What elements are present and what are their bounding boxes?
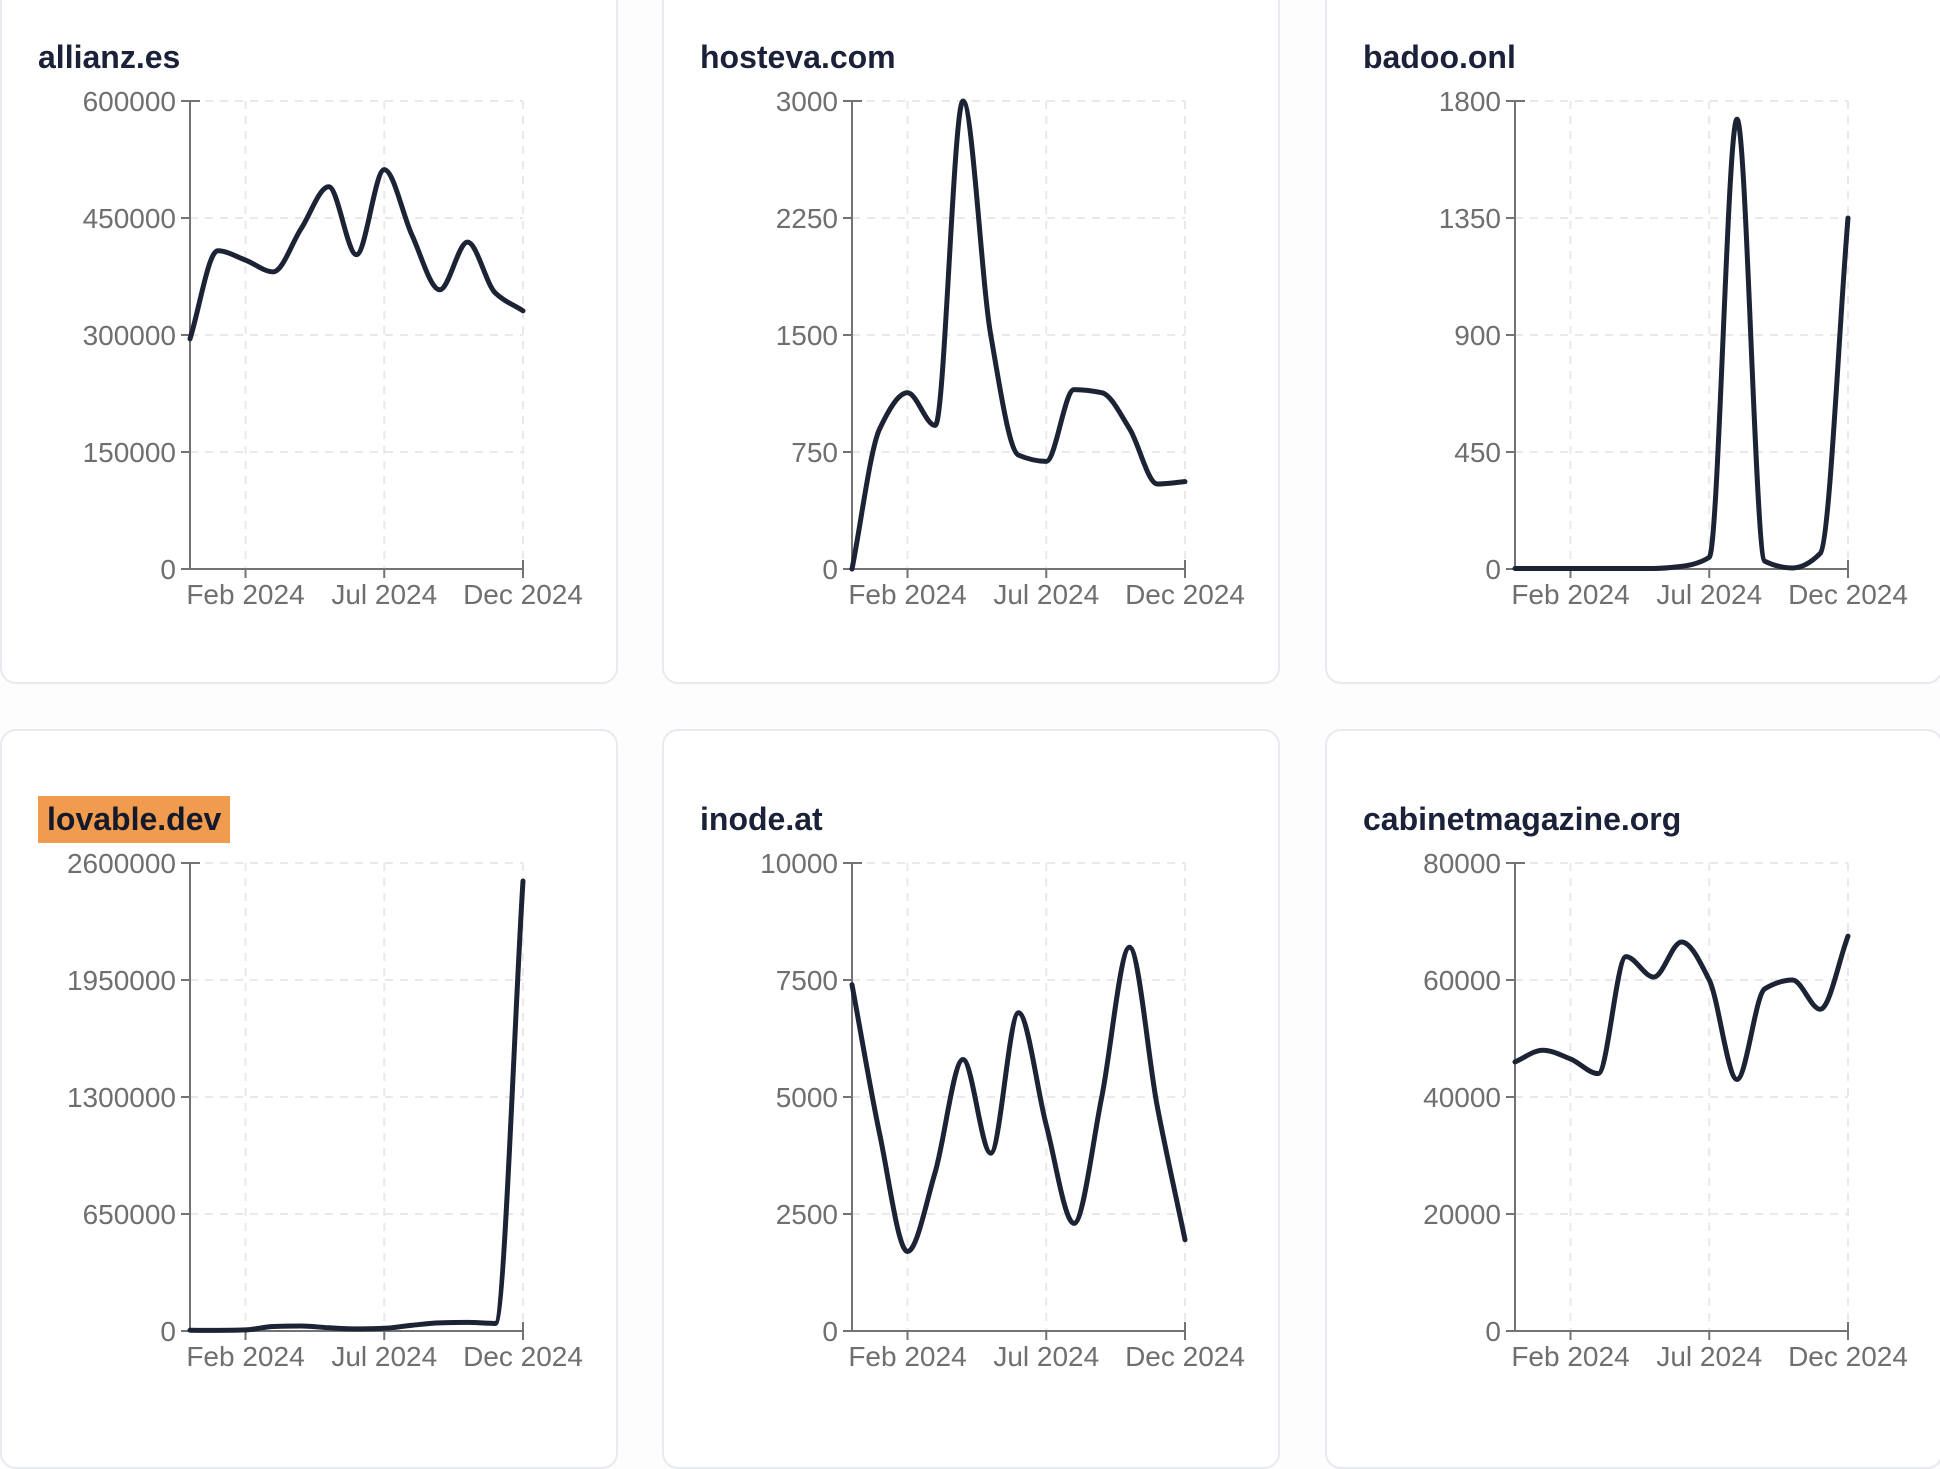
x-tick-label: Feb 2024 — [1511, 1341, 1629, 1372]
chart-card[interactable]: badoo.onl 0 450 900 1350 1800 Feb 2024 Jul 202… — [1325, 0, 1940, 684]
y-tick-label: 450 — [1454, 437, 1501, 468]
line-chart: 0 450 900 1350 1800 Feb 2024 Jul 2024 Dec 2024 — [1439, 86, 1908, 610]
chart-title-text: lovable.dev — [38, 795, 231, 843]
line-chart: 0 2500 5000 7500 10000 Feb 2024 Jul 2024 Dec 20… — [760, 848, 1245, 1372]
chart-title: allianz.es — [38, 38, 181, 75]
x-tick-label: Feb 2024 — [848, 579, 966, 610]
y-tick-label: 2600000 — [67, 848, 176, 879]
y-tick-label: 0 — [1485, 554, 1501, 585]
line-chart: 0 20000 40000 60000 80000 Feb 2024 Jul 2024 Dec… — [1423, 848, 1908, 1372]
y-tick-label: 450000 — [83, 203, 176, 234]
axis-lines — [1506, 862, 1849, 1340]
series-line — [849, 98, 1188, 572]
axis-lines — [1506, 100, 1849, 578]
chart-title-text: allianz.es — [38, 38, 181, 75]
x-tick-label: Dec 2024 — [1788, 579, 1908, 610]
chart-card[interactable]: allianz.es 0 150000 300000 450000 600000 Feb … — [0, 0, 618, 684]
y-tick-label: 600000 — [83, 86, 176, 117]
line-chart: 0 650000 1300000 1950000 2600000 Feb 2024 Jul … — [67, 848, 583, 1372]
series-line — [1512, 933, 1851, 1082]
y-tick-label: 750 — [791, 437, 838, 468]
y-tick-label: 60000 — [1423, 965, 1501, 996]
chart-title: lovable.dev — [38, 795, 231, 843]
x-tick-label: Jul 2024 — [993, 579, 1099, 610]
y-tick-label: 2500 — [776, 1199, 838, 1230]
y-tick-label: 300000 — [83, 320, 176, 351]
x-tick-label: Jul 2024 — [1656, 579, 1762, 610]
x-tick-label: Jul 2024 — [993, 1341, 1099, 1372]
y-tick-label: 150000 — [83, 437, 176, 468]
line-chart: 0 150000 300000 450000 600000 Feb 2024 Jul 202… — [83, 86, 583, 610]
x-tick-label: Feb 2024 — [848, 1341, 966, 1372]
y-tick-label: 650000 — [83, 1199, 176, 1230]
x-tick-label: Dec 2024 — [1788, 1341, 1908, 1372]
y-tick-label: 10000 — [760, 848, 838, 879]
y-tick-label: 80000 — [1423, 848, 1501, 879]
y-tick-label: 0 — [160, 554, 176, 585]
chart-title: hosteva.com — [700, 38, 896, 75]
line-chart: 0 750 1500 2250 3000 Feb 2024 Jul 2024 Dec 2024 — [776, 86, 1245, 610]
chart-card[interactable]: cabinetmagazine.org 0 20000 40000 60000 8000… — [1325, 729, 1940, 1469]
y-tick-label: 1300000 — [67, 1082, 176, 1113]
y-tick-label: 3000 — [776, 86, 838, 117]
chart-card[interactable]: hosteva.com 0 750 1500 2250 3000 Feb 2024 Jul … — [662, 0, 1280, 684]
chart-card[interactable]: lovable.dev 0 650000 1300000 1950000 2600000… — [0, 729, 618, 1469]
x-tick-label: Jul 2024 — [1656, 1341, 1762, 1372]
y-tick-label: 1950000 — [67, 965, 176, 996]
series-line — [187, 167, 526, 342]
x-tick-label: Feb 2024 — [186, 579, 304, 610]
y-tick-label: 0 — [160, 1316, 176, 1347]
chart-title: badoo.onl — [1363, 38, 1516, 75]
axis-lines — [181, 100, 524, 578]
chart-title-text: hosteva.com — [700, 38, 896, 75]
x-tick-label: Feb 2024 — [186, 1341, 304, 1372]
y-tick-label: 1800 — [1439, 86, 1501, 117]
y-tick-label: 2250 — [776, 203, 838, 234]
y-tick-label: 7500 — [776, 965, 838, 996]
y-tick-label: 1500 — [776, 320, 838, 351]
y-tick-label: 40000 — [1423, 1082, 1501, 1113]
axis-lines — [843, 862, 1186, 1340]
y-tick-label: 0 — [822, 554, 838, 585]
chart-title: cabinetmagazine.org — [1363, 800, 1682, 837]
x-tick-label: Dec 2024 — [463, 1341, 583, 1372]
axis-lines — [181, 862, 524, 1340]
x-tick-label: Dec 2024 — [1125, 579, 1245, 610]
x-tick-label: Dec 2024 — [463, 579, 583, 610]
chart-title-text: cabinetmagazine.org — [1363, 800, 1682, 837]
chart-title-text: badoo.onl — [1363, 38, 1516, 75]
y-tick-label: 0 — [822, 1316, 838, 1347]
chart-title: inode.at — [700, 800, 823, 837]
y-tick-label: 1350 — [1439, 203, 1501, 234]
x-tick-label: Dec 2024 — [1125, 1341, 1245, 1372]
y-tick-label: 0 — [1485, 1316, 1501, 1347]
x-tick-label: Jul 2024 — [331, 1341, 437, 1372]
y-tick-label: 900 — [1454, 320, 1501, 351]
y-tick-label: 5000 — [776, 1082, 838, 1113]
series-line — [849, 944, 1188, 1254]
series-line — [1512, 116, 1851, 571]
y-tick-label: 20000 — [1423, 1199, 1501, 1230]
x-tick-label: Jul 2024 — [331, 579, 437, 610]
series-line — [187, 878, 526, 1333]
chart-card[interactable]: inode.at 0 2500 5000 7500 10000 Feb 2024 Jul 2… — [662, 729, 1280, 1469]
x-tick-label: Feb 2024 — [1511, 579, 1629, 610]
axis-lines — [843, 100, 1186, 578]
chart-title-text: inode.at — [700, 800, 823, 837]
